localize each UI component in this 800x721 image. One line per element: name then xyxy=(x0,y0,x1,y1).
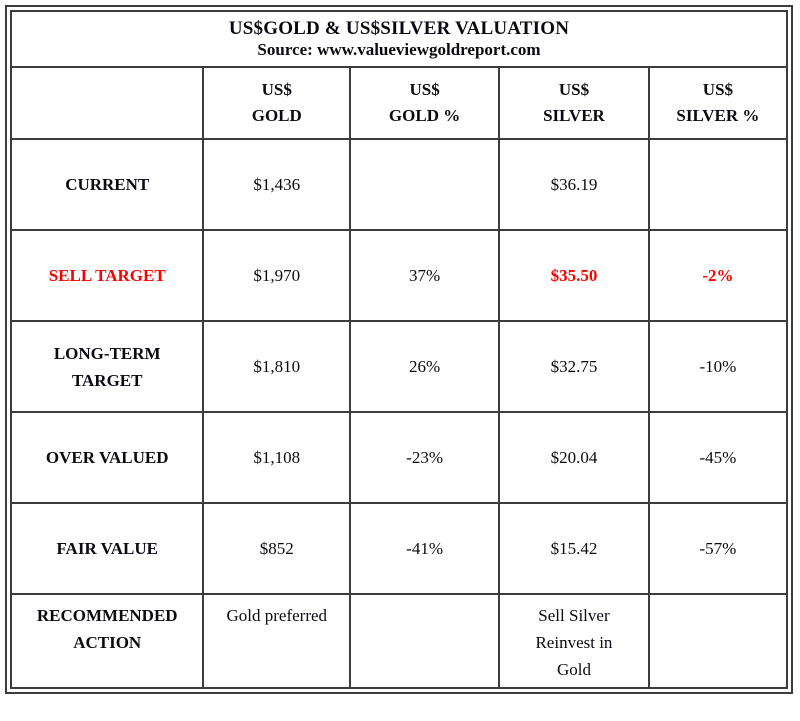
corner-empty-cell xyxy=(9,66,205,140)
cell-sell-target-silver: $35.50 xyxy=(498,229,650,322)
column-header-label: GOLD xyxy=(251,106,302,125)
action-text-line: Gold xyxy=(556,660,591,679)
column-header-silver-pct: US$ SILVER % xyxy=(647,66,789,140)
cell-long-term-gold: $1,810 xyxy=(202,320,352,413)
cell-long-term-silver: $32.75 xyxy=(498,320,650,413)
action-text-line: Reinvest in xyxy=(535,633,613,652)
table-row: US$GOLD & US$SILVER VALUATION Source: ww… xyxy=(10,10,788,68)
cell-fair-value-silver-pct: -57% xyxy=(647,502,789,595)
cell-long-term-silver-pct: -10% xyxy=(647,320,789,413)
row-label: SELL TARGET xyxy=(9,229,205,322)
column-header-label: SILVER xyxy=(543,106,605,125)
cell-action-silver-pct xyxy=(647,593,789,689)
cell-over-valued-silver-pct: -45% xyxy=(647,411,789,504)
cell-current-silver-pct xyxy=(647,138,789,231)
cell-current-gold-pct xyxy=(349,138,501,231)
row-label: FAIR VALUE xyxy=(9,502,205,595)
row-label-text: OVER VALUED xyxy=(45,448,169,467)
table-title: US$GOLD & US$SILVER VALUATION xyxy=(228,18,570,39)
table-row-recommended-action: RECOMMENDED ACTION Gold preferred Sell S… xyxy=(9,593,789,689)
cell-fair-value-silver: $15.42 xyxy=(498,502,650,595)
action-text-line: Sell Silver xyxy=(538,606,610,625)
source-line: Source: www.valueviewgoldreport.com xyxy=(257,40,541,59)
row-label: LONG-TERM TARGET xyxy=(9,320,205,413)
row-label-text: RECOMMENDED xyxy=(36,606,178,625)
cell-sell-target-silver-pct: -2% xyxy=(647,229,789,322)
cell-sell-target-gold: $1,970 xyxy=(202,229,352,322)
cell-current-gold: $1,436 xyxy=(202,138,352,231)
cell-fair-value-gold-pct: -41% xyxy=(349,502,501,595)
row-label-text: SELL TARGET xyxy=(48,266,166,285)
table-row-fair-value: FAIR VALUE $852 -41% $15.42 -57% xyxy=(9,502,789,595)
row-label: RECOMMENDED ACTION xyxy=(9,593,205,689)
row-label-text: LONG-TERM xyxy=(53,343,161,363)
column-header-label: US$ xyxy=(409,80,440,99)
title-cell: US$GOLD & US$SILVER VALUATION Source: ww… xyxy=(10,10,788,68)
cell-over-valued-gold-pct: -23% xyxy=(349,411,501,504)
row-label-text: ACTION xyxy=(73,633,142,652)
cell-over-valued-gold: $1,108 xyxy=(202,411,352,504)
cell-long-term-gold-pct: 26% xyxy=(349,320,501,413)
cell-action-gold-pct xyxy=(349,593,501,689)
column-header-gold-pct: US$ GOLD % xyxy=(349,66,501,140)
column-header-label: US$ xyxy=(558,80,590,99)
column-header-label: GOLD % xyxy=(388,106,461,125)
cell-fair-value-gold: $852 xyxy=(202,502,352,595)
table-row-over-valued: OVER VALUED $1,108 -23% $20.04 -45% xyxy=(9,411,789,504)
cell-over-valued-silver: $20.04 xyxy=(498,411,650,504)
column-header-label: SILVER % xyxy=(676,106,760,125)
cell-action-silver: Sell Silver Reinvest in Gold xyxy=(498,593,650,689)
row-label-text: TARGET xyxy=(71,370,143,390)
table-row-current: CURRENT $1,436 $36.19 xyxy=(9,138,789,231)
valuation-table: US$GOLD & US$SILVER VALUATION Source: ww… xyxy=(9,10,789,689)
row-label-text: FAIR VALUE xyxy=(56,539,158,558)
row-label-text: CURRENT xyxy=(65,175,150,194)
table-outer-border: US$GOLD & US$SILVER VALUATION Source: ww… xyxy=(5,5,793,694)
cell-action-gold: Gold preferred xyxy=(202,593,352,689)
cell-current-silver: $36.19 xyxy=(498,138,650,231)
table-row: US$ GOLD US$ GOLD % US$ SILVER US$ SILVE… xyxy=(9,66,789,140)
cell-sell-target-gold-pct: 37% xyxy=(349,229,501,322)
row-label: OVER VALUED xyxy=(9,411,205,504)
table-row-sell-target: SELL TARGET $1,970 37% $35.50 -2% xyxy=(9,229,789,322)
column-header-gold: US$ GOLD xyxy=(202,66,352,140)
column-header-label: US$ xyxy=(261,80,292,99)
column-header-label: US$ xyxy=(702,80,734,99)
table-row-long-term-target: LONG-TERM TARGET $1,810 26% $32.75 -10% xyxy=(9,320,789,413)
column-header-silver: US$ SILVER xyxy=(498,66,650,140)
row-label: CURRENT xyxy=(9,138,205,231)
